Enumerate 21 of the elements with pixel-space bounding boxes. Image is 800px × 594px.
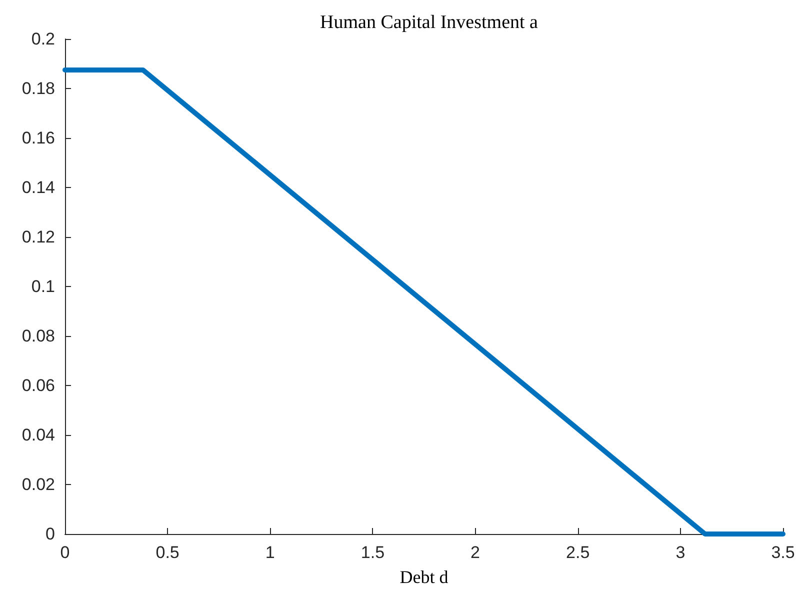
- x-axis-title: Debt d: [400, 567, 448, 587]
- y-tick-label: 0.18: [22, 79, 55, 98]
- chart-title: Human Capital Investment a: [320, 12, 539, 33]
- x-tick-label: 2: [470, 543, 480, 562]
- y-tick-label: 0.04: [22, 426, 55, 444]
- y-tick-label: 0.16: [22, 128, 55, 148]
- y-tick-label: 0.08: [22, 326, 55, 346]
- y-tick-label: 0.02: [22, 475, 55, 494]
- y-tick-label: 0.12: [22, 228, 55, 246]
- y-tick-label: 0.14: [22, 178, 55, 197]
- x-tick-label: 2.5: [566, 543, 590, 562]
- x-tick-label: 0.5: [156, 543, 180, 562]
- x-tick-label: 1.5: [360, 543, 385, 562]
- x-tick-label: 3: [676, 543, 686, 562]
- x-tick-label: 3.5: [771, 543, 795, 562]
- x-tick-label: 1: [265, 543, 275, 562]
- y-tick-label: 0.1: [31, 277, 55, 296]
- x-tick-label: 0: [60, 543, 70, 562]
- y-tick-label: 0.2: [31, 30, 55, 48]
- y-tick-label: 0: [46, 524, 55, 544]
- y-tick-label: 0.06: [22, 376, 55, 395]
